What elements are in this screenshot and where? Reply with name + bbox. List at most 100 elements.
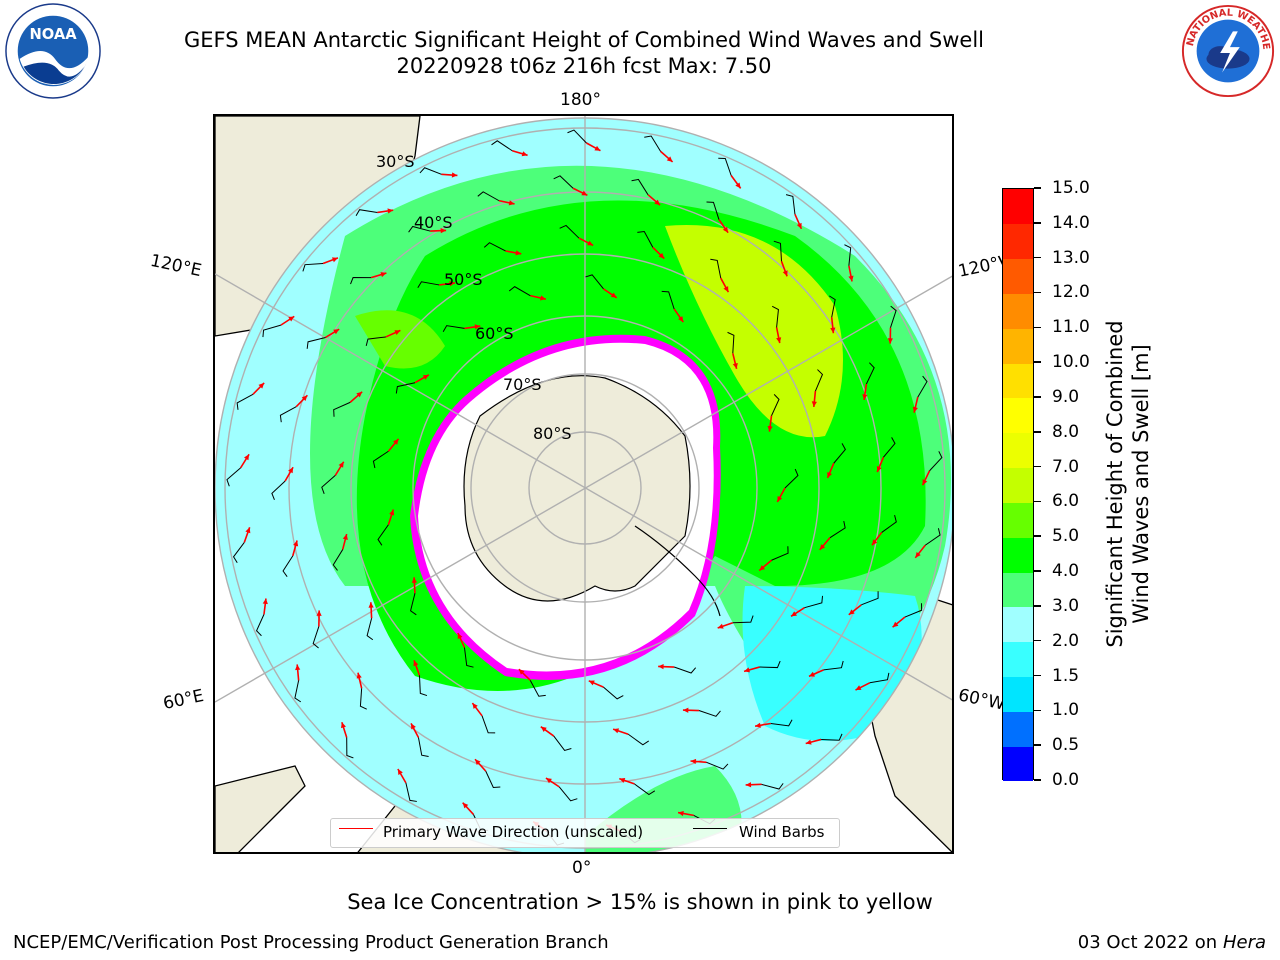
wave-arrow-head xyxy=(387,208,394,214)
wave-arrow-head xyxy=(830,327,836,334)
colorbar-tick xyxy=(1034,674,1041,677)
lat-label-60s: 60°S xyxy=(475,324,514,343)
wind-barb xyxy=(771,546,789,561)
wind-barb xyxy=(463,647,474,668)
wave-arrow-head xyxy=(413,660,419,667)
credit-branch: NCEP/EMC/Verification Post Processing Pr… xyxy=(13,932,609,953)
colorbar-tick-label: 4.0 xyxy=(1052,561,1080,582)
wind-barb xyxy=(377,524,389,546)
colorbar-tick xyxy=(1034,744,1041,746)
wind-barb xyxy=(634,783,656,796)
wind-barb xyxy=(302,263,324,272)
wind-barb xyxy=(844,244,852,266)
credit-date: 03 Oct 2022 on Hera xyxy=(1078,932,1266,953)
colorbar-segment xyxy=(1003,467,1033,503)
wave-arrow-head xyxy=(588,680,595,686)
map-legend: Primary Wave Direction (unscaled) Wind B… xyxy=(330,818,840,848)
colorbar-tick-label: 10.0 xyxy=(1052,352,1090,373)
wave-arrow-head xyxy=(848,275,854,282)
colorbar-tick-label: 7.0 xyxy=(1052,456,1080,477)
credit-date-text: 03 Oct 2022 on xyxy=(1077,932,1218,953)
wind-barb xyxy=(881,515,897,533)
wind-barb xyxy=(279,406,297,423)
colorbar-tick xyxy=(1034,535,1041,537)
wind-barb xyxy=(312,626,320,649)
wave-arrow-head xyxy=(805,739,812,745)
wind-barb xyxy=(395,382,416,394)
wave-arrow-head xyxy=(515,250,522,256)
wind-barb xyxy=(481,715,496,734)
colorbar-tick xyxy=(1034,291,1041,294)
map-panel xyxy=(213,114,954,854)
wind-barb xyxy=(417,737,429,758)
wind-barb xyxy=(661,290,675,310)
colorbar-tick-label: 2.0 xyxy=(1052,630,1080,651)
wind-barb xyxy=(759,660,781,669)
colorbar-tick xyxy=(1034,396,1041,398)
wind-barb xyxy=(829,520,846,539)
wind-barb xyxy=(485,770,501,788)
wave-arrow-head xyxy=(451,172,458,178)
wave-arrow-head xyxy=(682,707,689,713)
lat-label-70s: 70°S xyxy=(503,375,542,394)
colorbar-segment xyxy=(1003,258,1033,294)
wind-barb xyxy=(771,305,779,328)
wave-arrow-head xyxy=(545,778,552,784)
wave-arrow-head xyxy=(440,228,447,234)
globe-boundary xyxy=(215,117,952,852)
colorbar-segment xyxy=(1003,606,1033,643)
wind-barb xyxy=(333,401,351,417)
continent-antarctica xyxy=(463,375,721,617)
wave-arrow-head xyxy=(872,539,878,546)
wave-arrow-head xyxy=(288,467,294,474)
wave-arrow-head xyxy=(862,394,868,400)
wind-barb xyxy=(483,242,506,252)
colorbar-tick-label: 11.0 xyxy=(1052,317,1090,338)
wave-arrow-head xyxy=(827,471,833,478)
colorbar-title-line2: Wind Waves and Swell [m] xyxy=(1129,344,1153,624)
chart-subtitle: 20220928 t06z 216h fcst Max: 7.50 xyxy=(396,54,772,78)
wind-barb xyxy=(346,737,354,759)
wave-arrow-head xyxy=(735,182,741,189)
colorbar-segment xyxy=(1003,711,1033,747)
wave-arrow-head xyxy=(613,728,620,734)
wind-barb xyxy=(727,331,735,354)
colorbar-segment xyxy=(1003,502,1033,538)
colorbar-segment xyxy=(1003,572,1033,608)
wind-barb xyxy=(491,140,513,152)
wind-barb xyxy=(784,468,799,489)
colorbar-tick-label: 6.0 xyxy=(1052,491,1080,512)
wave-arrow-head xyxy=(732,362,738,369)
wind-barb xyxy=(814,369,824,392)
wind-barb xyxy=(770,719,793,727)
wave-arrow-head xyxy=(717,623,724,629)
wind-barb xyxy=(405,782,417,802)
wave-arrow-head xyxy=(288,316,295,322)
wave-arrow-head xyxy=(316,610,322,616)
wind-barb xyxy=(226,467,241,487)
legend-barb-line xyxy=(693,828,727,829)
wind-barb xyxy=(924,528,941,546)
wind-barb xyxy=(332,549,344,571)
wind-barb xyxy=(282,555,294,577)
map-canvas xyxy=(215,116,952,852)
wind-barb xyxy=(673,666,697,674)
wind-barb xyxy=(306,336,326,349)
wave-arrow-head xyxy=(449,281,456,287)
wave-arrow-head xyxy=(411,723,416,730)
wave-arrow-head xyxy=(658,252,665,259)
wind-barb xyxy=(558,786,578,802)
wave-arrow-head xyxy=(767,425,773,432)
wind-barb xyxy=(410,593,417,616)
wave-arrow-head xyxy=(540,726,547,732)
colorbar-segment xyxy=(1003,641,1033,678)
wind-barb xyxy=(419,167,442,175)
wind-barb xyxy=(821,733,843,741)
lon-label-120e: 120°E xyxy=(148,250,204,282)
wave-arrow-head xyxy=(887,338,893,344)
wind-barb xyxy=(271,480,286,501)
wave-arrow-head xyxy=(331,257,338,263)
lon-label-0: 0° xyxy=(572,858,592,878)
wind-barb xyxy=(637,231,654,248)
colorbar-tick-label: 13.0 xyxy=(1052,247,1090,268)
